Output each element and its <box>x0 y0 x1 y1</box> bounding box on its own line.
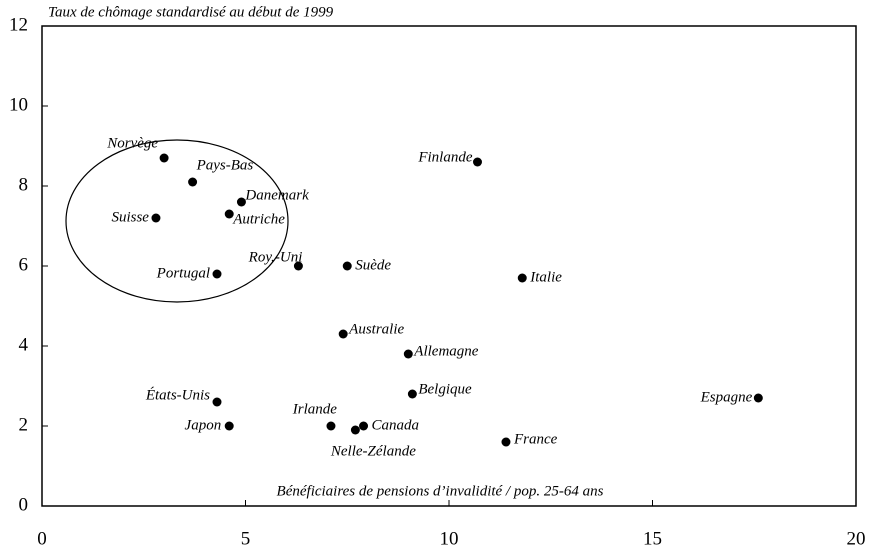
point <box>212 397 222 407</box>
point <box>472 157 482 167</box>
y-tick-label: 4 <box>19 334 29 355</box>
x-tick-label: 20 <box>847 528 866 549</box>
point-label: Danemark <box>244 187 309 203</box>
point-label: Canada <box>372 417 420 433</box>
point-label: Irlande <box>292 401 338 417</box>
point-label: Pays-Bas <box>196 157 254 173</box>
point-label: Suède <box>355 257 391 273</box>
chart-title: Taux de chômage standardisé au début de … <box>48 4 334 20</box>
point <box>159 153 169 163</box>
y-tick-label: 12 <box>9 14 28 35</box>
point <box>236 197 246 207</box>
x-tick-label: 10 <box>440 528 459 549</box>
point-label: Autriche <box>232 211 285 227</box>
point-label: Belgique <box>418 381 472 397</box>
point-label: Roy.-Uni <box>248 249 303 265</box>
x-axis-label: Bénéficiaires de pensions d’invalidité /… <box>277 483 604 499</box>
point-label: Espagne <box>700 389 753 405</box>
point <box>224 421 234 431</box>
point-label: Allemagne <box>413 343 478 359</box>
point <box>753 393 763 403</box>
point-label: Italie <box>529 269 562 285</box>
point <box>350 425 360 435</box>
point-label: Japon <box>185 417 222 433</box>
x-tick-label: 0 <box>37 528 47 549</box>
point-label: France <box>513 431 558 447</box>
point <box>338 329 348 339</box>
point <box>212 269 222 279</box>
y-tick-label: 0 <box>19 494 29 515</box>
y-tick-label: 6 <box>19 254 29 275</box>
point-label: Portugal <box>156 265 210 281</box>
point-label: Suisse <box>111 209 149 225</box>
y-tick-label: 10 <box>9 94 28 115</box>
point <box>501 437 511 447</box>
point-label: États-Unis <box>145 386 210 403</box>
point <box>517 273 527 283</box>
y-tick-label: 2 <box>19 414 29 435</box>
point-label: Finlande <box>417 149 472 165</box>
point-label: Nelle-Zélande <box>330 443 416 459</box>
x-tick-label: 15 <box>643 528 662 549</box>
point-label: Australie <box>348 321 404 337</box>
point <box>326 421 336 431</box>
point <box>403 349 413 359</box>
point <box>151 213 161 223</box>
point-label: Norvège <box>106 135 158 151</box>
cluster-ellipse <box>65 139 289 303</box>
point <box>293 261 303 271</box>
point <box>342 261 352 271</box>
x-tick-label: 5 <box>241 528 251 549</box>
point <box>407 389 417 399</box>
point <box>224 209 234 219</box>
point <box>359 421 369 431</box>
point <box>188 177 198 187</box>
y-tick-label: 8 <box>19 174 29 195</box>
